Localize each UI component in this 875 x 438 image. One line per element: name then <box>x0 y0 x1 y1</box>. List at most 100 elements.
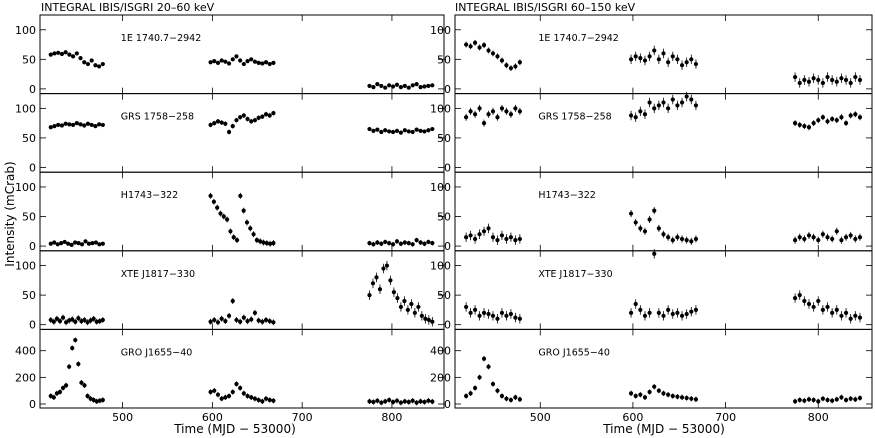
data-point <box>792 295 798 301</box>
data-point <box>267 61 272 67</box>
data-point <box>689 239 694 244</box>
data-point <box>234 238 240 243</box>
data-point <box>426 128 431 133</box>
data-point <box>267 397 272 403</box>
data-point <box>857 235 863 240</box>
y-tick-label: 0 <box>444 240 451 253</box>
data-point <box>430 319 435 324</box>
data-point <box>59 241 64 246</box>
data-point <box>367 293 372 298</box>
panel-frame <box>39 328 445 409</box>
data-point <box>410 242 415 247</box>
data-point <box>254 238 259 243</box>
data-point <box>486 226 491 231</box>
data-point <box>652 106 657 111</box>
data-point <box>402 298 407 304</box>
data-point <box>375 398 380 403</box>
data-point <box>820 115 825 120</box>
panel-frame <box>454 328 873 409</box>
data-point <box>468 310 473 315</box>
data-point <box>48 241 53 246</box>
data-point <box>418 240 423 245</box>
data-point <box>230 298 235 304</box>
data-point <box>816 118 821 123</box>
data-point <box>464 304 469 310</box>
data-point <box>79 380 84 385</box>
data-point <box>848 80 853 86</box>
data-point <box>857 115 863 120</box>
data-point <box>381 266 386 271</box>
data-point <box>802 124 807 129</box>
data-point <box>260 319 265 324</box>
data-point <box>490 235 496 240</box>
data-point <box>675 235 680 240</box>
data-point <box>689 396 694 401</box>
data-point <box>843 77 849 83</box>
data-point <box>647 310 652 315</box>
data-point <box>422 241 427 246</box>
data-point <box>383 399 388 404</box>
data-point <box>820 80 825 86</box>
data-point <box>406 399 411 405</box>
data-point <box>477 313 482 318</box>
data-point <box>684 238 689 243</box>
data-point <box>628 57 634 62</box>
data-point <box>490 381 496 387</box>
data-point <box>857 315 863 320</box>
data-point <box>219 316 224 321</box>
data-point <box>208 319 213 324</box>
data-point <box>223 319 228 324</box>
data-point <box>495 316 500 321</box>
data-point <box>670 238 675 243</box>
data-point <box>208 193 213 198</box>
data-point <box>67 364 72 369</box>
data-point <box>226 129 232 135</box>
data-point <box>481 43 487 48</box>
data-point <box>675 310 680 315</box>
data-point <box>464 235 469 240</box>
data-point <box>843 121 849 126</box>
data-point <box>468 44 473 49</box>
data-point <box>63 320 69 325</box>
data-point <box>234 381 239 387</box>
data-point <box>238 58 243 63</box>
data-point <box>57 389 63 395</box>
data-point <box>679 236 685 242</box>
data-point <box>656 57 661 62</box>
x-tick-label: 800 <box>808 411 829 424</box>
data-point <box>499 233 505 238</box>
data-point <box>513 64 518 69</box>
data-point <box>208 122 213 128</box>
data-point <box>652 208 657 213</box>
y-tick-label: 0 <box>29 319 36 332</box>
data-point <box>495 388 500 393</box>
data-point <box>468 233 473 238</box>
data-point <box>642 112 648 117</box>
data-point <box>63 50 68 55</box>
data-point <box>633 115 638 120</box>
data-point <box>670 54 675 59</box>
data-point <box>241 315 246 320</box>
source-label: H1743−322 <box>121 190 178 201</box>
data-point <box>251 232 256 237</box>
data-point <box>238 193 243 198</box>
data-point <box>383 128 388 133</box>
data-point <box>486 112 491 117</box>
data-point <box>100 241 105 246</box>
data-point <box>834 118 839 123</box>
data-point <box>508 397 514 403</box>
data-point <box>394 398 400 403</box>
data-point <box>91 316 96 321</box>
data-point <box>406 85 411 90</box>
y-tick-label: 0 <box>444 398 451 411</box>
data-point <box>426 239 431 245</box>
data-point <box>52 240 57 245</box>
data-point <box>666 392 671 397</box>
data-point <box>221 214 226 219</box>
data-point <box>394 239 400 244</box>
data-point <box>63 383 69 388</box>
data-point <box>792 121 798 126</box>
y-tick-label: 400 <box>430 345 451 358</box>
data-point <box>481 229 487 234</box>
data-point <box>495 238 500 243</box>
